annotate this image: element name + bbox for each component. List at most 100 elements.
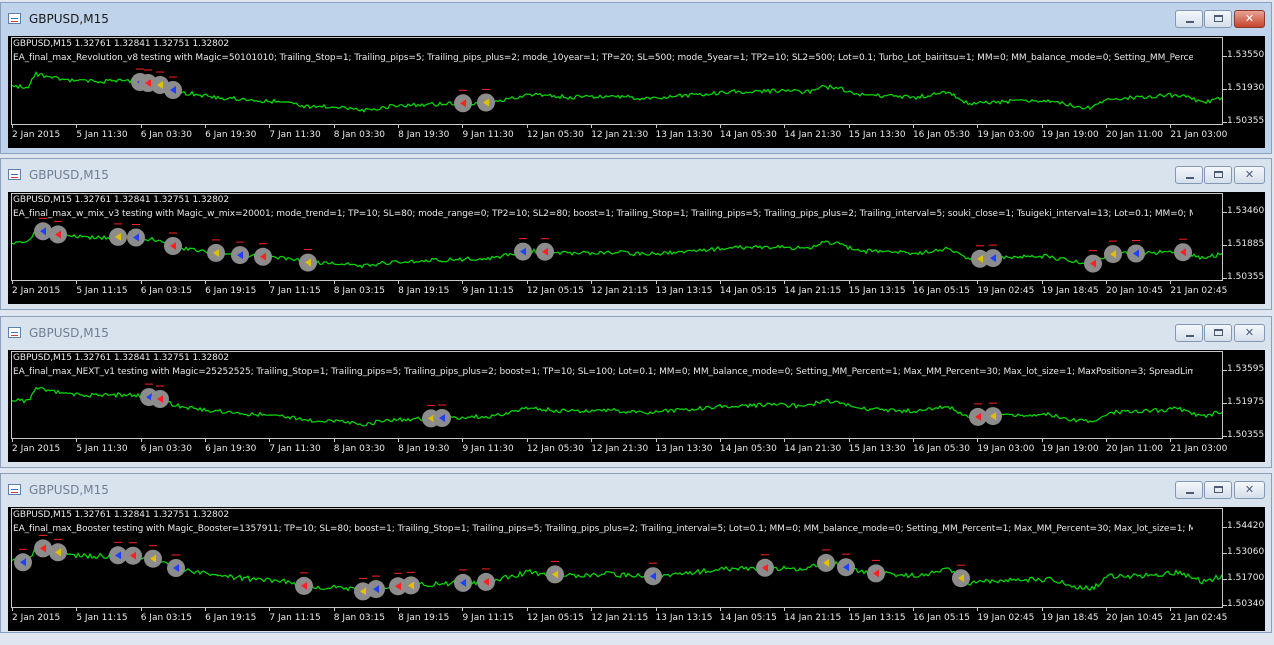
price-chart[interactable]: GBPUSD,M15 1.32761 1.32841 1.32751 1.328… bbox=[8, 350, 1265, 462]
x-axis-tick bbox=[205, 607, 207, 611]
x-axis-tick bbox=[912, 607, 914, 611]
x-axis-label: 14 Jan 05:30 bbox=[719, 444, 777, 454]
chart-window-icon bbox=[8, 327, 21, 338]
chart-window-1[interactable]: GBPUSD,M15 GBPUSD,M15 1.32761 1.32841 1.… bbox=[0, 2, 1272, 154]
x-axis-tick bbox=[719, 607, 721, 611]
price-line bbox=[11, 386, 1223, 427]
title-bar[interactable]: GBPUSD,M15 bbox=[1, 3, 1271, 35]
maximize-button[interactable] bbox=[1204, 324, 1232, 342]
y-axis-label: 1.53595 bbox=[1227, 364, 1265, 374]
y-axis-tick bbox=[1223, 245, 1227, 246]
x-axis-tick bbox=[333, 280, 335, 284]
x-axis-tick bbox=[784, 280, 786, 284]
price-chart[interactable]: GBPUSD,M15 1.32761 1.32841 1.32751 1.328… bbox=[8, 507, 1265, 631]
x-axis-tick bbox=[591, 280, 593, 284]
title-bar[interactable]: GBPUSD,M15 bbox=[1, 474, 1271, 506]
x-axis-label: 6 Jan 19:30 bbox=[205, 444, 257, 454]
plot-area bbox=[11, 508, 1223, 608]
x-axis-tick bbox=[1041, 124, 1043, 128]
x-axis-tick bbox=[848, 124, 850, 128]
y-axis-label: 1.51885 bbox=[1227, 239, 1265, 249]
x-axis-tick bbox=[719, 124, 721, 128]
window-title: GBPUSD,M15 bbox=[29, 12, 109, 26]
x-axis-tick bbox=[655, 438, 657, 442]
chart-window-3[interactable]: GBPUSD,M15 GBPUSD,M15 1.32761 1.32841 1.… bbox=[0, 316, 1272, 468]
x-axis-tick bbox=[205, 280, 207, 284]
close-button[interactable] bbox=[1234, 324, 1265, 342]
trade-marker bbox=[367, 575, 385, 599]
plot-area bbox=[11, 193, 1223, 281]
trade-marker bbox=[536, 238, 554, 261]
x-axis-tick bbox=[1041, 607, 1043, 611]
trade-marker bbox=[151, 385, 169, 408]
close-button[interactable] bbox=[1234, 481, 1265, 499]
chart-window-4[interactable]: GBPUSD,M15 GBPUSD,M15 1.32761 1.32841 1.… bbox=[0, 473, 1272, 633]
minimize-button[interactable] bbox=[1175, 10, 1203, 28]
price-series-svg bbox=[11, 383, 1223, 428]
close-button[interactable] bbox=[1234, 166, 1265, 184]
x-axis-label: 6 Jan 03:30 bbox=[140, 130, 192, 140]
x-axis-tick bbox=[848, 438, 850, 442]
trade-marker bbox=[477, 89, 495, 112]
minimize-button[interactable] bbox=[1175, 481, 1203, 499]
x-axis-tick bbox=[591, 124, 593, 128]
maximize-button[interactable] bbox=[1204, 10, 1232, 28]
y-axis-label: 1.50355 bbox=[1227, 272, 1265, 282]
x-axis-tick bbox=[205, 124, 207, 128]
trade-marker bbox=[644, 562, 662, 586]
ea-parameters-text: EA_final_max_Booster testing with Magic_… bbox=[13, 524, 1193, 534]
x-axis-label: 13 Jan 13:30 bbox=[655, 444, 713, 454]
y-axis-tick bbox=[1223, 527, 1227, 528]
title-bar[interactable]: GBPUSD,M15 bbox=[1, 159, 1271, 191]
x-axis-tick bbox=[1170, 124, 1172, 128]
x-axis-label: 20 Jan 10:45 bbox=[1106, 286, 1164, 296]
x-axis-tick bbox=[912, 124, 914, 128]
price-chart[interactable]: GBPUSD,M15 1.32761 1.32841 1.32751 1.328… bbox=[8, 192, 1265, 304]
ea-parameters-text: EA_final_max_w_mix_v3 testing with Magic… bbox=[13, 209, 1193, 219]
x-axis-label: 14 Jan 05:30 bbox=[719, 130, 777, 140]
symbol-ohlc-text: GBPUSD,M15 1.32761 1.32841 1.32751 1.328… bbox=[13, 195, 229, 205]
x-axis-label: 15 Jan 13:15 bbox=[848, 286, 906, 296]
y-axis-label: 1.53060 bbox=[1227, 547, 1265, 557]
chart-window-2[interactable]: GBPUSD,M15 GBPUSD,M15 1.32761 1.32841 1.… bbox=[0, 158, 1272, 310]
x-axis-label: 2 Jan 2015 bbox=[12, 130, 61, 140]
x-axis-tick bbox=[12, 438, 13, 442]
price-line bbox=[11, 71, 1223, 113]
x-axis-tick bbox=[140, 438, 142, 442]
title-bar[interactable]: GBPUSD,M15 bbox=[1, 317, 1271, 349]
x-axis-label: 9 Jan 11:15 bbox=[462, 613, 514, 623]
minimize-button[interactable] bbox=[1175, 166, 1203, 184]
x-axis-label: 9 Jan 11:15 bbox=[462, 286, 514, 296]
x-axis-tick bbox=[12, 607, 13, 611]
x-axis-tick bbox=[526, 438, 528, 442]
trade-marker bbox=[124, 542, 142, 565]
x-axis-label: 7 Jan 11:30 bbox=[269, 130, 321, 140]
trade-marker bbox=[1174, 238, 1192, 262]
x-axis-label: 8 Jan 03:30 bbox=[333, 444, 386, 454]
price-chart[interactable]: GBPUSD,M15 1.32761 1.32841 1.32751 1.328… bbox=[8, 36, 1265, 148]
x-axis-tick bbox=[977, 438, 979, 442]
close-button[interactable] bbox=[1234, 10, 1265, 28]
x-axis-label: 12 Jan 21:30 bbox=[591, 130, 649, 140]
x-axis-tick bbox=[526, 124, 528, 128]
x-axis-tick bbox=[1170, 438, 1172, 442]
maximize-button[interactable] bbox=[1204, 481, 1232, 499]
minimize-button[interactable] bbox=[1175, 324, 1203, 342]
x-axis-tick bbox=[140, 607, 142, 611]
x-axis-tick bbox=[1170, 280, 1172, 284]
x-axis-label: 20 Jan 11:00 bbox=[1106, 130, 1164, 140]
trade-marker bbox=[756, 554, 774, 577]
x-axis-label: 16 Jan 05:30 bbox=[912, 130, 970, 140]
x-axis-label: 8 Jan 03:15 bbox=[333, 613, 386, 623]
x-axis-label: 12 Jan 21:15 bbox=[591, 613, 649, 623]
trade-marker bbox=[454, 89, 472, 113]
symbol-ohlc-text: GBPUSD,M15 1.32761 1.32841 1.32751 1.328… bbox=[13, 39, 229, 49]
x-axis-tick bbox=[269, 124, 271, 128]
x-axis-label: 19 Jan 18:45 bbox=[1041, 613, 1099, 623]
x-axis-tick bbox=[784, 607, 786, 611]
x-axis-label: 7 Jan 11:15 bbox=[269, 613, 321, 623]
maximize-button[interactable] bbox=[1204, 166, 1232, 184]
trade-marker bbox=[231, 241, 249, 265]
x-axis-tick bbox=[333, 607, 335, 611]
x-axis-tick bbox=[76, 280, 78, 284]
